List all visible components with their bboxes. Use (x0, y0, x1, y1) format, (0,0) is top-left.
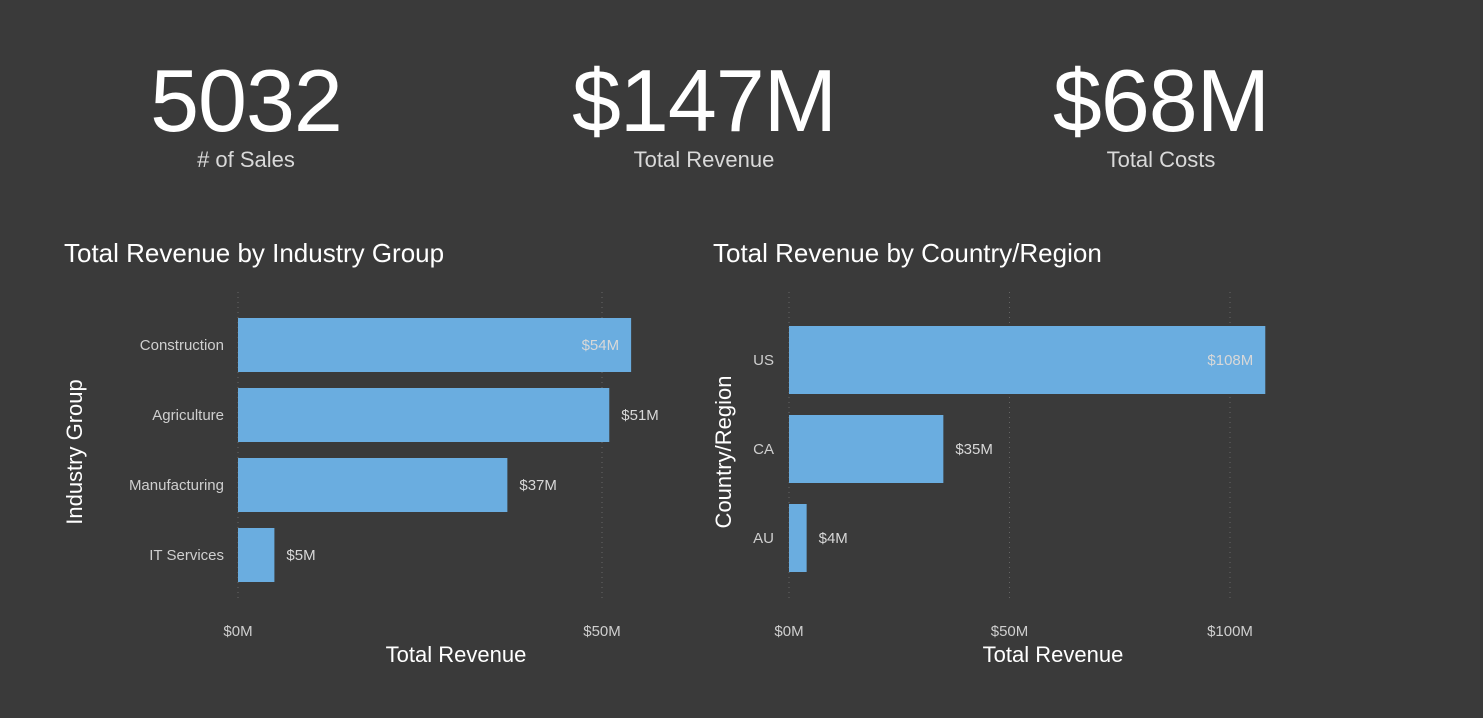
chart-title-industry: Total Revenue by Industry Group (64, 238, 445, 268)
kpi-sales-count: 5032 # of Sales (66, 55, 426, 173)
x-tick-label: $100M (1207, 623, 1253, 640)
bar (789, 326, 1266, 394)
category-label: IT Services (149, 547, 224, 564)
data-label: $5M (286, 547, 315, 564)
x-tick-label: $50M (991, 623, 1029, 640)
kpi-value: 5032 (150, 51, 343, 150)
data-label: $54M (582, 337, 620, 354)
x-tick-label: $50M (583, 623, 621, 640)
kpi-total-costs: $68M Total Costs (981, 55, 1341, 173)
bar (238, 388, 610, 442)
category-label: Construction (140, 337, 224, 354)
data-label: $35M (955, 441, 993, 458)
kpi-label: Total Revenue (633, 147, 775, 172)
chart-title-country: Total Revenue by Country/Region (713, 238, 1102, 268)
data-label: $51M (621, 407, 659, 424)
category-label: Agriculture (152, 407, 224, 424)
data-label: $37M (519, 477, 557, 494)
kpi-label: Total Costs (1106, 147, 1216, 172)
category-label: CA (753, 441, 774, 458)
bar (238, 458, 508, 512)
kpi-label: # of Sales (197, 147, 295, 172)
y-axis-title: Industry Group (62, 379, 87, 525)
bar (789, 415, 944, 483)
x-axis-title: Total Revenue (386, 642, 527, 667)
bar (238, 318, 632, 372)
kpi-value: $68M (1052, 51, 1270, 150)
bar (789, 504, 807, 572)
category-label: AU (753, 530, 774, 547)
y-axis-title: Country/Region (711, 376, 736, 529)
data-label: $4M (819, 530, 848, 547)
x-tick-label: $0M (223, 623, 252, 640)
kpi-value: $147M (571, 51, 837, 150)
kpi-total-revenue: $147M Total Revenue (524, 55, 884, 173)
industry-revenue-chart: $0M $50M Construction $54M Agriculture $51M Ma… (62, 292, 659, 667)
category-label: Manufacturing (129, 477, 224, 494)
category-label: US (753, 352, 774, 369)
x-tick-label: $0M (774, 623, 803, 640)
x-axis-title: Total Revenue (983, 642, 1124, 667)
bar (238, 528, 275, 582)
data-label: $108M (1207, 352, 1253, 369)
